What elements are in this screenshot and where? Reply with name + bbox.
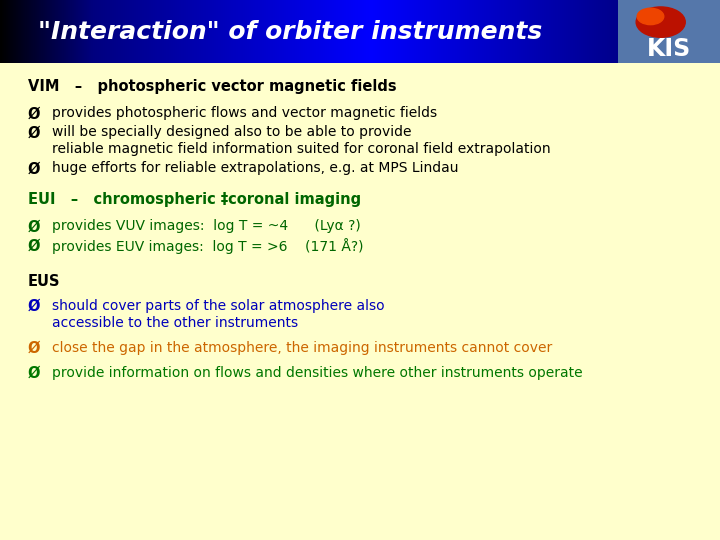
Text: provide information on flows and densities where other instruments operate: provide information on flows and densiti… [52, 366, 582, 380]
Text: will be specially designed also to be able to provide: will be specially designed also to be ab… [52, 125, 412, 139]
Text: reliable magnetic field information suited for coronal field extrapolation: reliable magnetic field information suit… [52, 143, 551, 156]
Text: Ø: Ø [28, 161, 40, 177]
Text: Ø: Ø [28, 341, 40, 356]
Text: Ø: Ø [28, 299, 40, 314]
Text: Ø: Ø [28, 106, 40, 122]
Text: Ø: Ø [28, 219, 40, 234]
Text: Ø: Ø [28, 239, 40, 253]
Text: "Interaction" of orbiter instruments: "Interaction" of orbiter instruments [38, 19, 542, 44]
Text: accessible to the other instruments: accessible to the other instruments [52, 315, 298, 329]
Text: provides photospheric flows and vector magnetic fields: provides photospheric flows and vector m… [52, 106, 437, 120]
Text: KIS: KIS [647, 37, 691, 61]
Text: Ø: Ø [28, 366, 40, 381]
Text: provides EUV images:  log T = >6    (171 Å?): provides EUV images: log T = >6 (171 Å?) [52, 239, 364, 254]
Text: provides VUV images:  log T = ~4      (Lyα ?): provides VUV images: log T = ~4 (Lyα ?) [52, 219, 361, 233]
Text: EUI   –   chromospheric ‡coronal imaging: EUI – chromospheric ‡coronal imaging [28, 192, 361, 207]
Text: should cover parts of the solar atmosphere also: should cover parts of the solar atmosphe… [52, 299, 384, 313]
Circle shape [636, 7, 685, 37]
Text: huge efforts for reliable extrapolations, e.g. at MPS Lindau: huge efforts for reliable extrapolations… [52, 161, 459, 176]
Text: EUS: EUS [28, 274, 60, 288]
Circle shape [637, 8, 664, 25]
Text: Ø: Ø [28, 125, 40, 140]
Text: VIM   –   photospheric vector magnetic fields: VIM – photospheric vector magnetic field… [28, 79, 397, 94]
Text: close the gap in the atmosphere, the imaging instruments cannot cover: close the gap in the atmosphere, the ima… [52, 341, 552, 355]
